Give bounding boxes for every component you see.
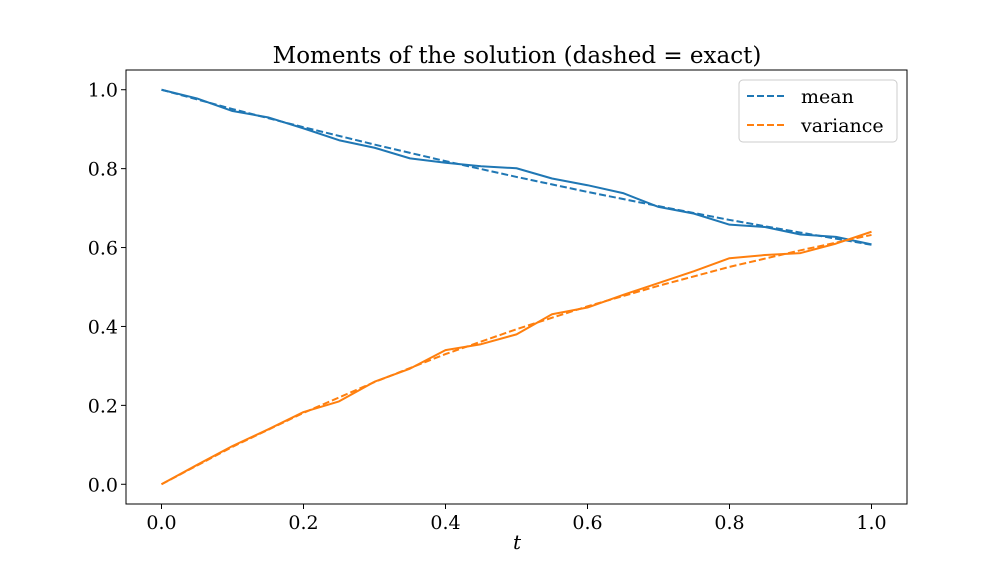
x-tick-label: 0.8	[714, 512, 744, 534]
y-tick-label: 0.6	[88, 238, 118, 260]
series-mean-solid	[161, 88, 872, 246]
y-tick-label: 1.0	[88, 80, 118, 102]
x-tick-label: 1.0	[856, 512, 886, 534]
x-axis-label: t	[513, 530, 522, 554]
y-tick-label: 0.0	[88, 474, 118, 496]
x-tick-label: 0.2	[288, 512, 318, 534]
legend-label-mean: mean	[801, 86, 854, 108]
y-tick-label: 0.4	[88, 316, 118, 338]
y-axis-ticks: 0.0 0.2 0.4 0.6 0.8 1.0	[88, 80, 126, 496]
x-tick-label: 0.4	[430, 512, 460, 534]
y-tick-label: 0.2	[88, 395, 118, 417]
series-variance-solid	[161, 230, 872, 486]
x-tick-label: 0.0	[146, 512, 176, 534]
legend: mean variance	[738, 79, 898, 143]
x-tick-label: 0.6	[572, 512, 602, 534]
legend-label-variance: variance	[800, 115, 884, 137]
y-tick-label: 0.8	[88, 159, 118, 181]
chart-title: Moments of the solution (dashed = exact)	[273, 43, 762, 69]
plot-lines	[161, 88, 872, 486]
series-variance-dashed	[161, 233, 872, 486]
axes-frame	[125, 69, 908, 505]
x-axis-ticks: 0.0 0.2 0.4 0.6 0.8 1.0	[146, 504, 887, 534]
